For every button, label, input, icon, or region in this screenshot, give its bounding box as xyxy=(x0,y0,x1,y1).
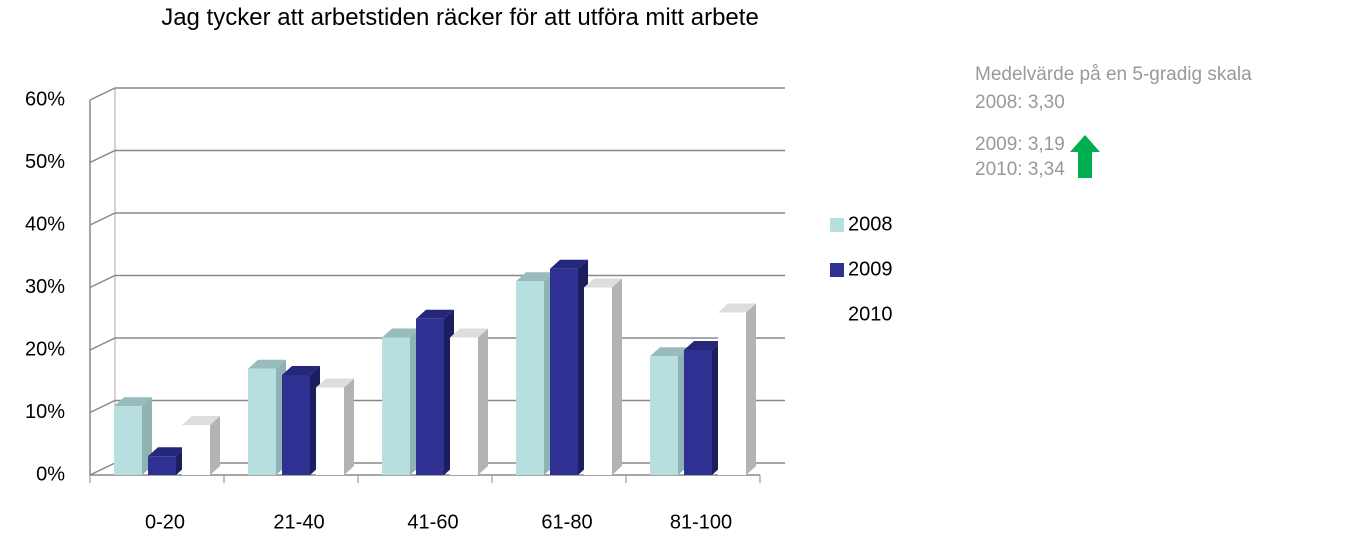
bar-face xyxy=(316,378,354,388)
bar-face xyxy=(248,368,276,475)
bar-face xyxy=(746,303,756,475)
bar-face xyxy=(114,406,142,475)
bar-face xyxy=(344,378,354,475)
bar-face xyxy=(478,328,488,475)
bar-face xyxy=(584,278,622,288)
bar xyxy=(316,378,354,475)
bar xyxy=(718,303,756,475)
legend-swatch xyxy=(830,308,844,322)
bar-face xyxy=(584,287,612,475)
legend-swatch xyxy=(830,218,844,232)
bar-face xyxy=(210,416,220,475)
y-tick-label: 0% xyxy=(36,463,65,485)
y-tick-label: 60% xyxy=(25,88,65,110)
legend-label: 2008 xyxy=(848,213,893,235)
x-tick-label: 21-40 xyxy=(273,511,324,533)
x-tick-label: 61-80 xyxy=(541,511,592,533)
annotation: 2009: 3,19 xyxy=(975,134,1065,155)
chart-title: Jag tycker att arbetstiden räcker för at… xyxy=(161,4,759,31)
bar-face xyxy=(182,425,210,475)
bar xyxy=(182,416,220,475)
bar-face xyxy=(148,456,176,475)
up-arrow xyxy=(1070,135,1100,178)
legend-label: 2010 xyxy=(848,303,893,325)
grid-line xyxy=(89,149,785,164)
bar-face xyxy=(282,366,320,375)
bar-face xyxy=(282,375,310,475)
bar-face xyxy=(684,350,712,475)
bar-face xyxy=(416,309,454,319)
bar xyxy=(148,447,186,475)
bar-face xyxy=(516,281,544,475)
grid-line xyxy=(89,274,785,289)
bar xyxy=(450,328,488,475)
bar xyxy=(282,366,320,475)
x-tick-label: 41-60 xyxy=(407,511,458,533)
grid-line xyxy=(89,87,785,101)
bar-face xyxy=(316,387,344,475)
legend-label: 2009 xyxy=(848,258,893,280)
bar-face xyxy=(114,397,152,407)
bar xyxy=(382,328,420,475)
x-tick-label: 0-20 xyxy=(145,511,185,533)
bar-face xyxy=(718,303,756,313)
bar-face xyxy=(684,341,722,350)
bar-face xyxy=(450,328,488,338)
x-tick-label: 81-100 xyxy=(670,511,732,533)
bar xyxy=(416,309,454,475)
bar-face xyxy=(382,337,410,475)
bar xyxy=(516,272,554,475)
bar-face xyxy=(550,268,578,475)
grid-line xyxy=(89,212,785,226)
annotation: Medelvärde på en 5-gradig skala xyxy=(975,64,1252,85)
annotation: 2008: 3,30 xyxy=(975,92,1065,113)
y-tick-label: 40% xyxy=(25,213,65,235)
annotation: 2010: 3,34 xyxy=(975,159,1065,180)
bar-face xyxy=(650,356,678,475)
bar-face xyxy=(550,259,588,269)
bar xyxy=(684,341,722,475)
bar xyxy=(650,347,688,475)
bar xyxy=(584,278,622,475)
bar-face xyxy=(516,272,554,282)
bar xyxy=(550,259,588,475)
bar-face xyxy=(248,359,286,369)
bar-face xyxy=(612,278,622,475)
bar-face xyxy=(450,337,478,475)
bar-face xyxy=(148,447,186,457)
bar-face xyxy=(718,312,746,475)
y-tick-label: 50% xyxy=(25,151,65,173)
y-tick-label: 30% xyxy=(25,276,65,298)
bar xyxy=(248,359,286,475)
bar-face xyxy=(416,318,444,475)
y-tick-label: 10% xyxy=(25,401,65,423)
bar xyxy=(114,397,152,475)
bar-face xyxy=(650,347,688,357)
legend-swatch xyxy=(830,263,844,277)
bar-face xyxy=(382,328,420,338)
bar-face xyxy=(182,416,220,425)
y-tick-label: 20% xyxy=(25,338,65,360)
